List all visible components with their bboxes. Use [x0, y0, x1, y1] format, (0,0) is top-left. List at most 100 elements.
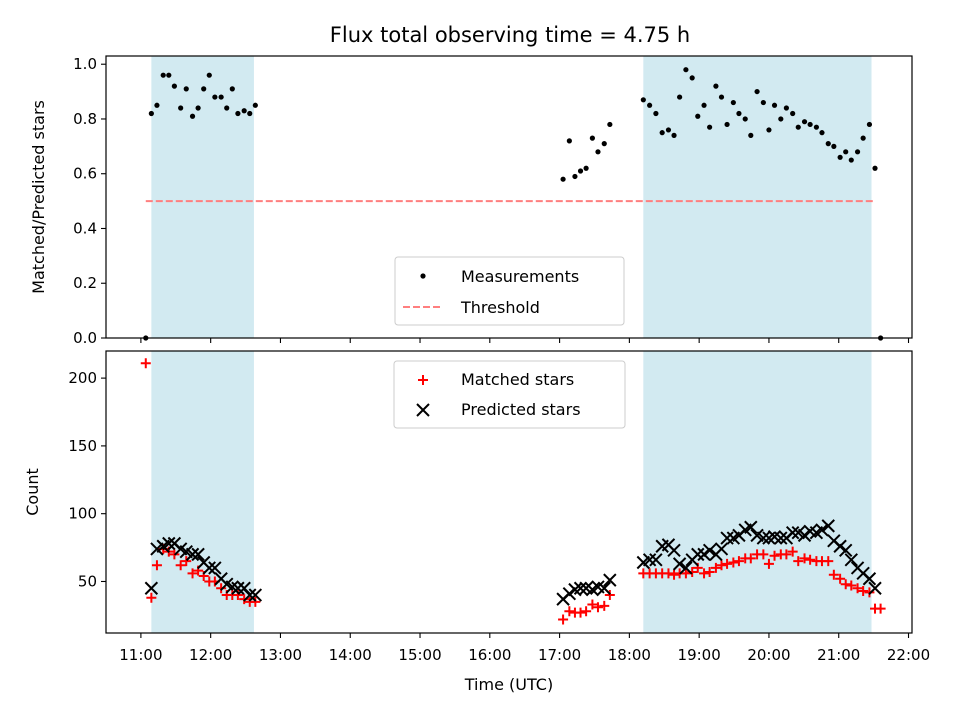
measurement-point	[560, 176, 566, 182]
x-axis-label: Time (UTC)	[464, 675, 553, 694]
measurement-point	[183, 86, 189, 92]
legend-label-predicted: Predicted stars	[461, 400, 581, 419]
measurement-point	[659, 130, 665, 136]
predicted-star-point	[838, 543, 853, 558]
predicted-star-point	[191, 547, 205, 562]
measurement-point	[572, 173, 578, 180]
matched-star-point	[250, 596, 261, 607]
predicted-star-point	[774, 531, 788, 545]
measurement-point	[825, 141, 831, 147]
measurement-point	[640, 97, 646, 103]
x-tick-label: 19:00	[678, 646, 721, 664]
predicted-star-point	[697, 547, 711, 562]
measurement-point	[607, 121, 613, 128]
measurement-point	[801, 119, 808, 125]
top-y-axis-label: Matched/Predicted stars	[29, 100, 48, 294]
measurement-point	[848, 157, 854, 163]
measurement-point	[589, 135, 595, 141]
y-tick-label: 0.8	[73, 110, 97, 128]
measurement-point	[601, 141, 607, 147]
matched-star-point	[852, 583, 863, 594]
measurement-point	[736, 110, 742, 117]
top-legend: Measurements Threshold	[394, 256, 625, 326]
measurement-points	[143, 67, 884, 341]
measurement-point	[671, 132, 677, 138]
y-tick-label: 0.4	[73, 219, 97, 237]
matched-star-point	[187, 568, 198, 579]
matched-star-point	[699, 568, 710, 579]
measurement-point	[189, 113, 196, 119]
measurement-point	[665, 127, 672, 133]
x-tick-label: 20:00	[747, 646, 790, 664]
bottom-y-axis-label: Count	[23, 468, 42, 516]
bottom-panel-counts: 50 100 150 200 11:00 12:00 13:00 14:00 15:00 16:…	[23, 350, 930, 694]
matched-star-point	[604, 590, 615, 601]
matched-star-point	[558, 614, 569, 625]
matched-star-point	[722, 558, 733, 569]
measurement-point	[831, 143, 837, 149]
measurement-point	[819, 130, 825, 136]
x-tick-label: 13:00	[259, 646, 302, 664]
x-tick-label: 18:00	[608, 646, 651, 664]
measurement-point	[754, 88, 760, 95]
matched-star-point	[787, 546, 798, 557]
matched-star-point	[581, 606, 592, 617]
matched-star-point	[763, 558, 774, 569]
matched-star-point	[835, 573, 846, 584]
measurement-point	[783, 105, 789, 111]
measurement-point	[807, 121, 813, 128]
predicted-star-point	[208, 561, 222, 575]
top-x-ticks	[140, 338, 910, 343]
predicted-star-point	[833, 539, 847, 553]
measurement-point	[166, 72, 172, 78]
measurement-point	[837, 154, 843, 160]
predicted-star-point	[185, 547, 200, 562]
predicted-star-point	[862, 572, 877, 586]
measurement-point	[160, 72, 166, 78]
matched-star-point	[805, 554, 816, 565]
measurement-point	[206, 72, 212, 78]
top-y-ticks: 0.0 0.2 0.4 0.6 0.8 1.0	[73, 55, 106, 347]
shaded-interval	[151, 56, 254, 338]
top-legend-box	[394, 256, 625, 326]
matched-star-point	[239, 594, 250, 605]
x-tick-label: 15:00	[398, 646, 441, 664]
predicted-star-point	[642, 553, 657, 567]
predicted-star-point	[603, 573, 617, 587]
measurement-point	[577, 168, 584, 174]
matched-star-point	[728, 557, 739, 568]
measurement-point	[695, 113, 701, 119]
x-tick-label: 21:00	[817, 646, 860, 664]
x-tick-label: 11:00	[119, 646, 162, 664]
matched-star-point	[793, 556, 804, 567]
matched-star-point	[846, 580, 857, 591]
matched-star-point	[587, 599, 598, 610]
measurement-point	[766, 127, 772, 133]
y-tick-label: 50	[78, 572, 97, 590]
x-tick-label: 22:00	[887, 646, 930, 664]
top-shaded-regions	[151, 56, 872, 338]
measurement-point	[760, 99, 766, 106]
bottom-legend-box	[393, 360, 626, 429]
measurement-point	[707, 124, 713, 130]
matched-star-point	[828, 569, 839, 580]
measurement-point	[771, 102, 778, 108]
matched-star-point	[858, 585, 869, 596]
matched-star-point	[704, 566, 715, 577]
matched-star-point	[864, 587, 875, 598]
predicted-star-point	[756, 531, 771, 545]
predicted-star-point	[649, 553, 663, 567]
predicted-star-point	[144, 581, 159, 595]
matched-star-point	[140, 358, 151, 369]
bottom-x-ticks: 11:00 12:00 13:00 14:00 15:00 16:00 17:00 18:00…	[119, 633, 930, 664]
measurement-point	[212, 94, 218, 100]
predicted-star-point	[248, 588, 263, 602]
measurement-point	[241, 108, 247, 114]
matched-star-point	[733, 556, 744, 567]
x-tick-label: 16:00	[468, 646, 511, 664]
legend-marker-matched	[418, 375, 428, 385]
measurement-point	[595, 149, 601, 155]
measurement-point	[178, 105, 184, 111]
predicted-star-point	[720, 531, 734, 545]
